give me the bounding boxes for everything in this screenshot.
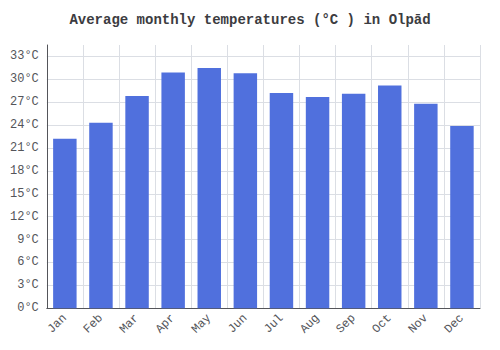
svg-text:9°C: 9°C xyxy=(17,233,39,247)
svg-text:Dec: Dec xyxy=(442,311,467,336)
svg-text:Oct: Oct xyxy=(370,311,395,336)
svg-text:6°C: 6°C xyxy=(17,255,39,269)
svg-text:Average monthly temperatures (: Average monthly temperatures (°C ) in Ol… xyxy=(69,12,430,28)
svg-text:Jun: Jun xyxy=(225,311,250,336)
svg-text:Jul: Jul xyxy=(261,311,286,336)
svg-text:Nov: Nov xyxy=(406,311,431,336)
svg-text:Jan: Jan xyxy=(45,311,70,336)
svg-text:24°C: 24°C xyxy=(10,118,39,132)
svg-text:33°C: 33°C xyxy=(10,49,39,63)
svg-text:Mar: Mar xyxy=(117,311,142,336)
svg-text:May: May xyxy=(189,311,214,336)
svg-text:15°C: 15°C xyxy=(10,187,39,201)
svg-text:Aug: Aug xyxy=(297,311,322,336)
svg-text:3°C: 3°C xyxy=(17,278,39,292)
svg-text:18°C: 18°C xyxy=(10,164,39,178)
svg-text:12°C: 12°C xyxy=(10,210,39,224)
svg-text:Feb: Feb xyxy=(81,311,106,336)
svg-text:Apr: Apr xyxy=(153,311,178,336)
svg-text:27°C: 27°C xyxy=(10,95,39,109)
svg-text:Sep: Sep xyxy=(333,311,358,336)
svg-text:30°C: 30°C xyxy=(10,72,39,86)
svg-text:21°C: 21°C xyxy=(10,141,39,155)
svg-text:0°C: 0°C xyxy=(17,301,39,315)
